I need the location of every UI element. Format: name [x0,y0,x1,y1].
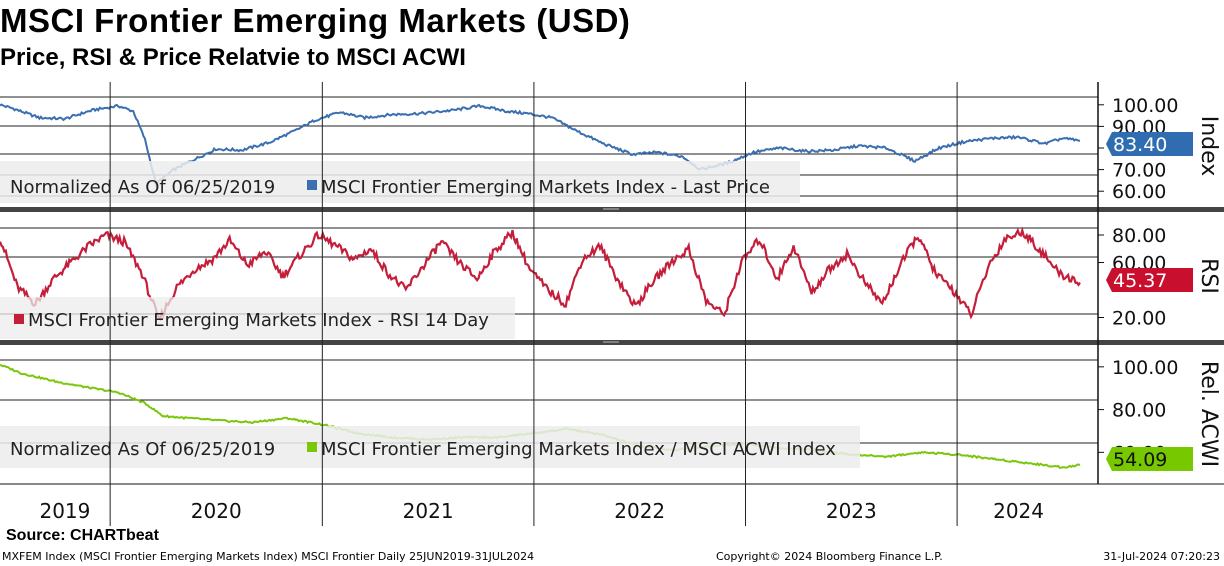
rsi-last-badge: 45.37 [1106,268,1193,292]
chart-subtitle: Price, RSI & Price Relatvie to MSCI ACWI [0,44,466,71]
x-tick-label: 2022 [614,499,665,523]
y-tick-label: 70.00 [1112,160,1166,182]
rel-last-value: 54.09 [1113,449,1167,471]
rsi-series-line [0,226,1081,322]
rsi-last-value: 45.37 [1113,270,1167,292]
y-tick-label: 100.00 [1112,95,1178,117]
x-tick-label: 2020 [191,499,242,523]
x-tick-label: 2021 [403,499,454,523]
relative-panel: Normalized As Of 06/25/2019 MSCI Frontie… [0,359,1098,469]
y-tick-label: 80.00 [1112,400,1166,422]
chart-area: Normalized As Of 06/25/2019 MSCI Frontie… [0,82,1224,526]
y-tick-label: 20.00 [1112,308,1166,330]
price-legend-box [0,161,800,203]
rel-badge-shape [1106,447,1193,471]
rel-legend-note: Normalized As Of 06/25/2019 [10,439,275,460]
footer-timestamp: 31-Jul-2024 07:20:23 [1103,550,1220,563]
y-tick-label: 100.00 [1112,357,1178,379]
rsi-badge-shape [1106,268,1193,292]
price-axis-title: Index [1196,116,1221,177]
rsi-legend-swatch [14,314,24,324]
year-labels: 2019 2020 2021 2022 2023 2024 [39,499,1044,523]
y-tick-label: 80.00 [1112,225,1166,247]
price-badge-shape [1106,132,1193,156]
x-tick-label: 2023 [826,499,877,523]
footer-description: MXFEM Index (MSCI Frontier Emerging Mark… [2,550,535,563]
rel-legend-label: MSCI Frontier Emerging Markets Index / M… [321,439,836,460]
x-tick-label: 2019 [39,499,90,523]
price-legend-swatch [307,180,317,190]
rsi-legend-label: MSCI Frontier Emerging Markets Index - R… [28,310,489,331]
price-legend-note: Normalized As Of 06/25/2019 [10,177,275,198]
rel-legend-box [0,426,860,468]
price-last-value: 83.40 [1113,134,1167,156]
footer-copyright: Copyright© 2024 Bloomberg Finance L.P. [716,550,943,563]
rel-last-badge: 54.09 [1106,447,1193,471]
chart-title: MSCI Frontier Emerging Markets (USD) [0,2,631,39]
rsi-axis-title: RSI [1196,258,1221,294]
rsi-panel: MSCI Frontier Emerging Markets Index - R… [0,226,1098,339]
x-tick-label: 2024 [993,499,1044,523]
source-note: Source: CHARTbeat [6,527,159,544]
price-panel: Normalized As Of 06/25/2019 MSCI Frontie… [0,96,1098,203]
rsi-legend-box [0,297,515,339]
rel-legend-swatch [307,442,317,452]
price-legend-label: MSCI Frontier Emerging Markets Index - L… [321,177,770,198]
y-tick-label: 60.00 [1112,181,1166,203]
rel-axis-title: Rel. ACWI [1196,361,1221,467]
price-last-badge: 83.40 [1106,132,1193,156]
year-dividers [109,82,958,526]
